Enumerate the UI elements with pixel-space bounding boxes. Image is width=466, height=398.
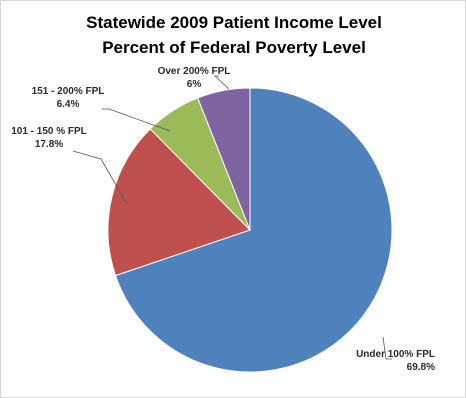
chart-subtitle: Percent of Federal Poverty Level [102, 38, 366, 57]
slice-label-4: Over 200% FPL 6% [158, 66, 231, 90]
slice-label-1: Under 100% FPL 69.8% [356, 349, 435, 373]
slice-label-3: 151 - 200% FPL 6.4% [32, 86, 105, 110]
slice-labels: Under 100% FPL 69.8%101 - 150 % FPL 17.8%1… [11, 66, 435, 373]
slice-value-text: 6.4% [57, 99, 80, 110]
slice-category-text: Over 200% FPL [158, 66, 231, 77]
pie-slice-4 [197, 87, 251, 231]
leader-line-3 [102, 108, 171, 132]
slice-category-text: 151 - 200% FPL [32, 86, 105, 97]
pie-slices [107, 87, 393, 373]
chart-title: Statewide 2009 Patient Income Level [86, 13, 382, 32]
slice-category-text: 101 - 150 % FPL [11, 126, 87, 137]
leader-lines [72, 75, 392, 360]
slice-category-text: Under 100% FPL [356, 349, 435, 360]
leader-line-2 [72, 150, 128, 205]
slice-value-text: 17.8% [35, 139, 63, 150]
slice-value-text: 69.8% [407, 362, 435, 373]
leader-line-4 [213, 75, 230, 90]
pie-slice-1 [114, 87, 393, 373]
slice-value-text: 6% [187, 79, 202, 90]
pie-slice-2 [107, 128, 251, 277]
slice-label-2: 101 - 150 % FPL 17.8% [11, 126, 87, 150]
leader-line-1 [382, 336, 392, 360]
chart-titles: Statewide 2009 Patient Income Level Perc… [1, 10, 465, 60]
